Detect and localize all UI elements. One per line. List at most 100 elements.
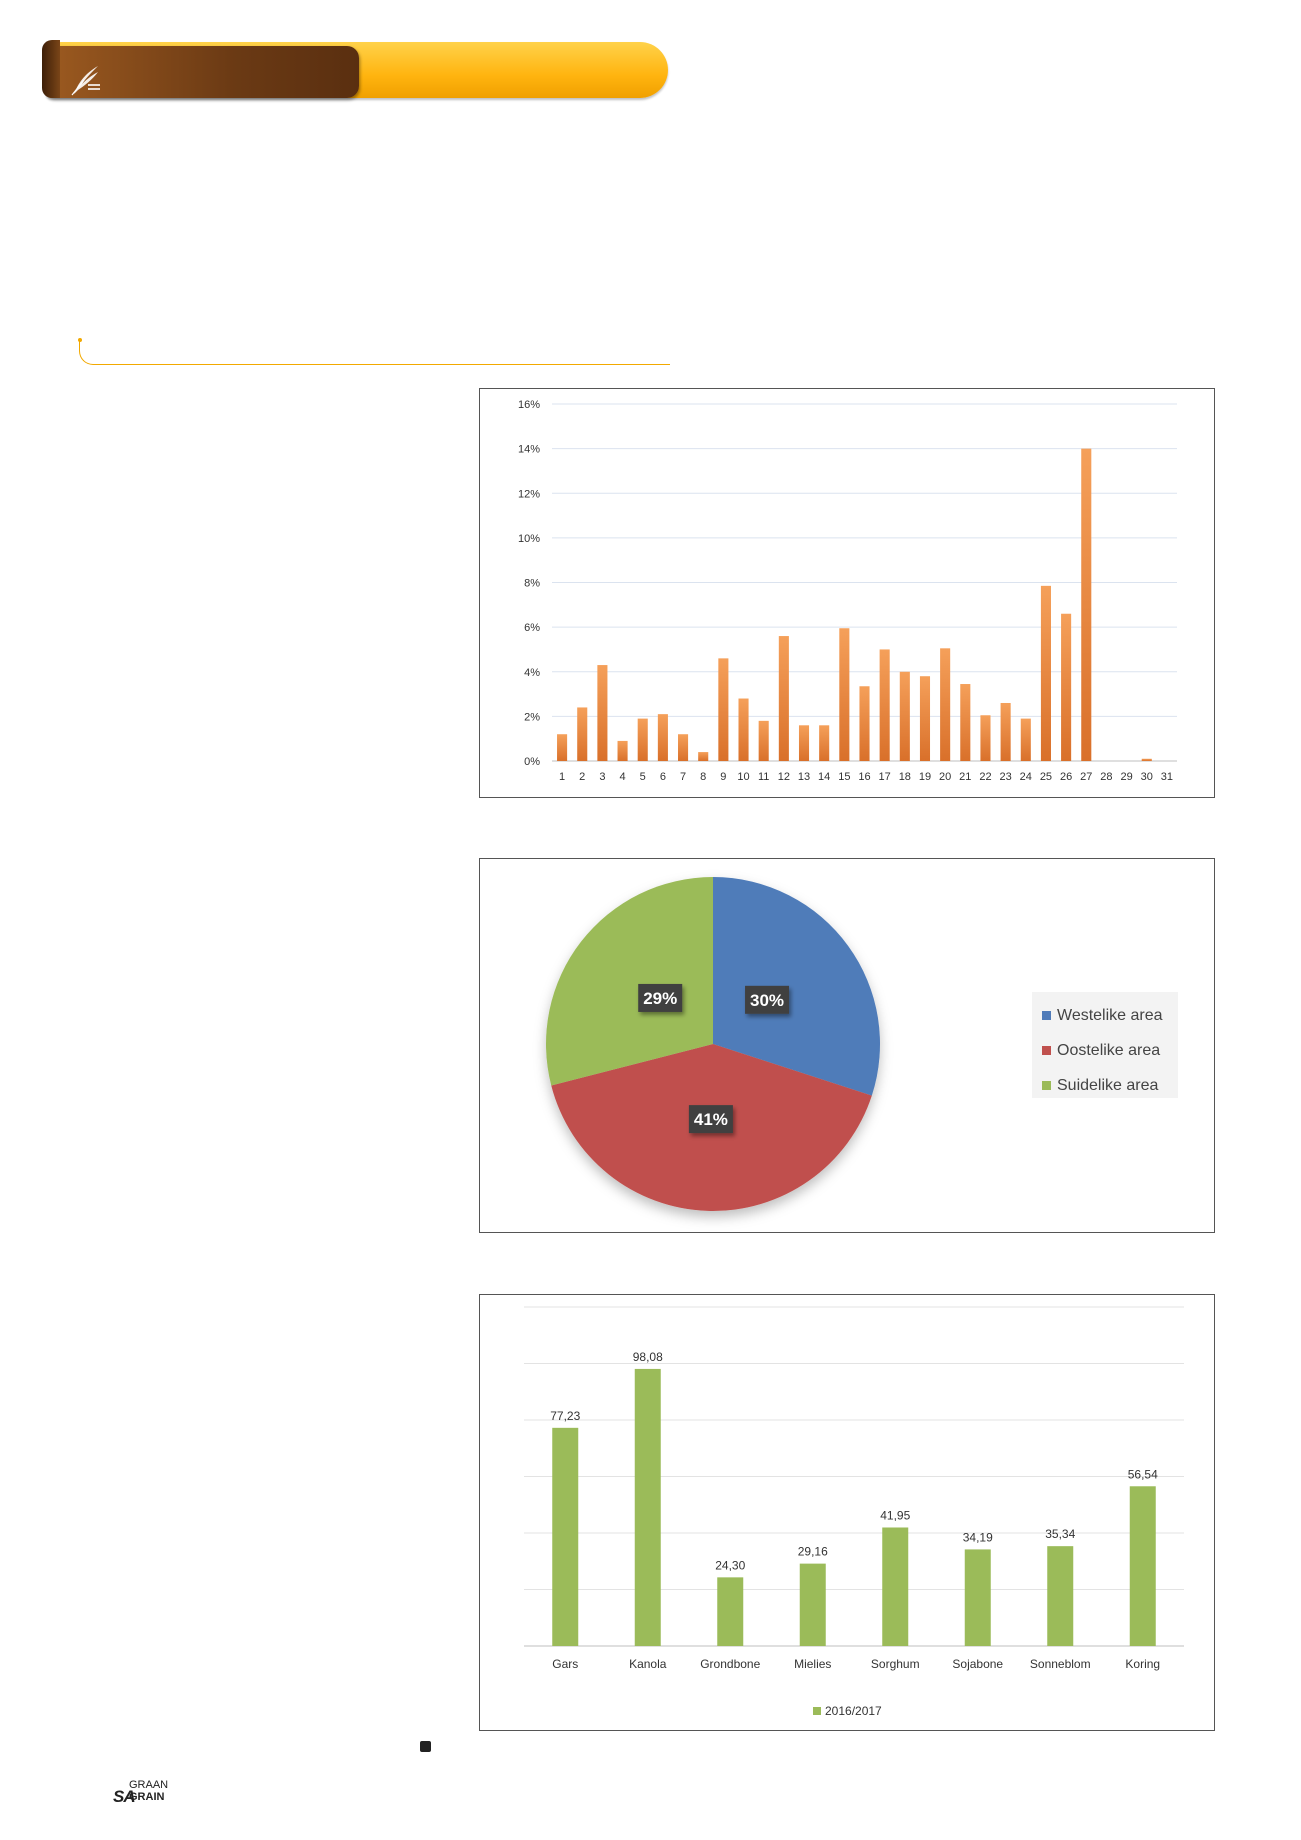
legend-swatch (1042, 1046, 1051, 1055)
bar (718, 658, 729, 761)
legend-label: Oostelike area (1057, 1041, 1161, 1059)
x-tick-label: 5 (640, 771, 646, 783)
bar-data-label: 35,34 (1045, 1527, 1075, 1541)
x-tick-label: 10 (737, 771, 749, 783)
x-tick-label: 6 (660, 771, 666, 783)
banner-brown-tab (46, 46, 359, 98)
bar (717, 1577, 744, 1646)
feather-logo-icon (71, 66, 100, 96)
x-tick-label: 2 (579, 771, 585, 783)
x-tick-label: Sorghum (871, 1657, 920, 1671)
bar (899, 671, 910, 761)
slice-data-label: 30% (750, 991, 784, 1010)
x-tick-label: 4 (620, 771, 626, 783)
sa-graan-logo: SA GRAAN GRAIN (113, 1779, 183, 1809)
x-tick-label: 27 (1080, 771, 1092, 783)
bar (964, 1549, 991, 1646)
legend-swatch (813, 1707, 821, 1715)
bar (882, 1527, 909, 1646)
bar (698, 752, 709, 761)
slice-data-label: 29% (643, 989, 677, 1008)
crop-value-chart: 77,23 Gars 98,08 Kanola 24,30 Grondbone 29,16 M… (479, 1294, 1215, 1731)
legend-label: 2016/2017 (825, 1704, 882, 1718)
x-tick-label: 14 (818, 771, 830, 783)
logo-grain-text: GRAIN (129, 1791, 165, 1803)
legend-item: Oostelike area (1032, 1033, 1178, 1068)
bar (1047, 1546, 1074, 1646)
y-tick-label: 2% (524, 711, 540, 723)
x-tick-label: Mielies (794, 1657, 831, 1671)
slice-label-box (745, 985, 790, 1014)
x-tick-label: 11 (758, 771, 769, 783)
y-tick-label: 14% (518, 444, 540, 456)
y-tick-label: 4% (524, 667, 540, 679)
x-tick-label: 18 (899, 771, 911, 783)
x-tick-label: 23 (1000, 771, 1012, 783)
slice-label-box (638, 983, 683, 1012)
legend-swatch (1042, 1011, 1051, 1020)
x-tick-label: Koring (1125, 1657, 1160, 1671)
bar (819, 725, 830, 761)
bar (960, 684, 971, 761)
bar (1129, 1486, 1156, 1646)
bar (657, 714, 668, 761)
bar (577, 707, 588, 761)
x-tick-label: 19 (919, 771, 931, 783)
bar (879, 649, 890, 761)
end-of-article-marker (420, 1741, 431, 1752)
banner-curl (42, 40, 60, 98)
x-tick-label: 3 (599, 771, 605, 783)
x-tick-label: 25 (1040, 771, 1052, 783)
y-tick-label: 16% (518, 399, 540, 411)
bar (798, 725, 810, 761)
bar-data-label: 77,23 (550, 1409, 580, 1423)
x-tick-label: 31 (1161, 771, 1173, 783)
x-tick-label: Sonneblom (1030, 1657, 1091, 1671)
pie-group (546, 877, 880, 1211)
bar (1061, 613, 1072, 761)
bar-data-label: 29,16 (798, 1545, 828, 1559)
y-tick-label: 6% (524, 622, 540, 634)
bar (637, 718, 648, 761)
x-tick-label: 16 (858, 771, 870, 783)
y-tick-label: 12% (518, 488, 540, 500)
bar (919, 676, 931, 761)
x-tick-label: 20 (939, 771, 951, 783)
bar (557, 734, 568, 761)
bar (634, 1368, 661, 1646)
bar (738, 698, 749, 761)
daily-percentage-chart-svg: 0%2%4%6%8%10%12%14%16%1 2 3 4 5 6 7 8 9 10 11 12 13 1… (518, 399, 1177, 783)
x-tick-label: Sojabone (952, 1657, 1003, 1671)
bar (940, 648, 951, 761)
bar (1020, 718, 1031, 761)
bar (1081, 448, 1092, 761)
x-tick-label: 22 (979, 771, 991, 783)
bar (1141, 758, 1152, 761)
pie-slice (713, 877, 880, 1096)
area-pie-chart-svg: 30% 41% 29% (546, 877, 880, 1211)
legend-label: Westelike area (1057, 1006, 1163, 1024)
x-tick-label: 30 (1141, 771, 1153, 783)
bar-data-label: 24,30 (715, 1558, 745, 1572)
slice-label-box (688, 1105, 733, 1134)
area-pie-chart: 30% 41% 29% Westelike area Oostelike area Su… (479, 858, 1215, 1233)
crop-value-chart-svg: 77,23 Gars 98,08 Kanola 24,30 Grondbone 29,16 M… (524, 1306, 1184, 1718)
x-tick-label: 8 (700, 771, 706, 783)
x-tick-label: 26 (1060, 771, 1072, 783)
x-tick-label: 17 (879, 771, 891, 783)
bar-data-label: 98,08 (633, 1350, 663, 1364)
x-tick-label: Gars (552, 1657, 578, 1671)
bar (617, 740, 628, 761)
x-tick-label: 12 (778, 771, 790, 783)
bar (980, 715, 991, 761)
x-tick-label: 9 (720, 771, 726, 783)
x-tick-label: 13 (798, 771, 810, 783)
legend-item: Suidelike area (1032, 1068, 1178, 1103)
slice-data-label: 41% (694, 1110, 728, 1129)
x-tick-label: 7 (680, 771, 686, 783)
logo-sa-text: SA (113, 1787, 136, 1806)
bar-data-label: 56,54 (1128, 1467, 1158, 1481)
x-tick-label: Grondbone (700, 1657, 760, 1671)
legend-label: Suidelike area (1057, 1076, 1159, 1094)
bar (799, 1563, 826, 1646)
